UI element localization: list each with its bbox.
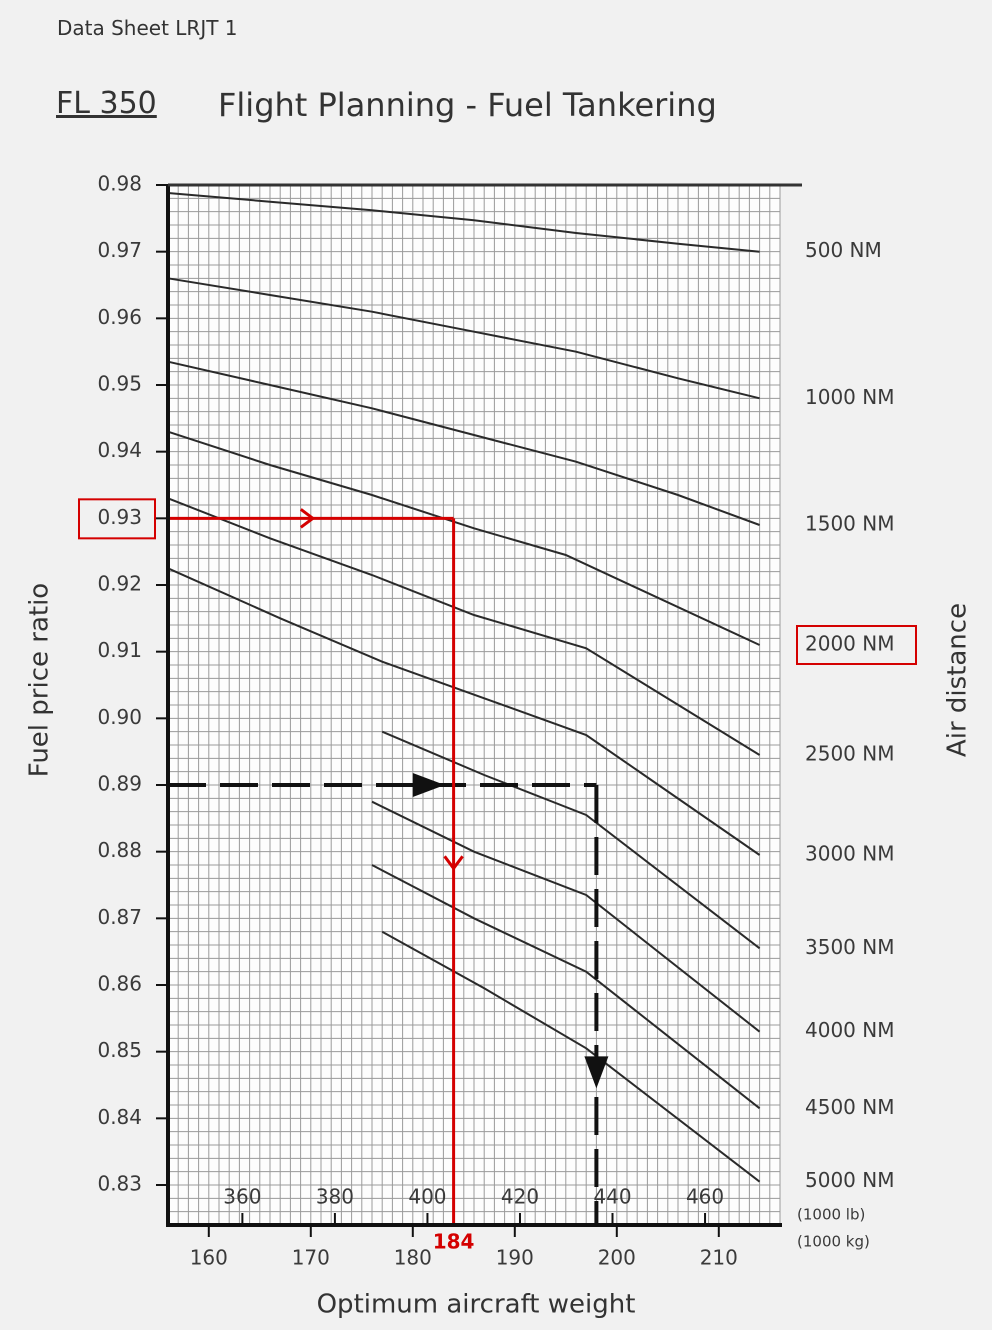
x-unit-lb: (1000 lb) [797, 1206, 865, 1224]
distance-label: 1500 NM [805, 512, 894, 536]
y-tick-label: 0.97 [97, 238, 142, 262]
sheet-label: Data Sheet LRJT 1 [57, 16, 238, 40]
y-tick-label: 0.95 [97, 372, 142, 396]
y-tick-label: 0.89 [97, 772, 142, 796]
x-tick-label-kg: 200 [598, 1246, 636, 1270]
example-right-arrow-icon [412, 773, 445, 797]
x-tick-label-lb: 440 [593, 1185, 631, 1209]
series-line-1500-nm [167, 360, 760, 526]
x-tick-label-kg: 210 [700, 1246, 738, 1270]
solution-down-chevron-icon [443, 855, 464, 871]
example-layer [168, 773, 609, 1225]
x-axis-title: Optimum aircraft weight [317, 1290, 636, 1320]
x-unit-kg: (1000 kg) [797, 1233, 870, 1251]
solution-right-chevron-icon [299, 508, 316, 529]
y-tick-label: 0.93 [97, 505, 142, 529]
series-line-3000-nm [167, 567, 761, 856]
chart-title: Flight Planning - Fuel Tankering [218, 86, 717, 124]
series-line-2500-nm [167, 497, 761, 756]
y-tick-label: 0.87 [97, 905, 142, 929]
y-tick-label: 0.83 [97, 1172, 142, 1196]
series-layer [167, 192, 761, 1183]
labels: 0.98 0.97 0.96 0.95 0.94 0.93 0.92 0.91 0.90 0.89… [25, 172, 973, 1320]
x-tick-label-lb: 400 [408, 1185, 446, 1209]
series-line-4500-nm [371, 864, 761, 1110]
y-tick-label: 0.85 [97, 1038, 142, 1062]
x-tick-label-lb: 360 [223, 1185, 261, 1209]
x-tick-label-kg: 190 [496, 1246, 534, 1270]
grid [167, 184, 781, 1226]
y-tick-label: 0.86 [97, 972, 142, 996]
x-tick-label-kg: 170 [292, 1246, 330, 1270]
distance-label: 4500 NM [805, 1095, 894, 1119]
highlight-box-ratio [78, 498, 156, 540]
distance-label: 3000 NM [805, 842, 894, 866]
series-line-3500-nm [381, 730, 761, 950]
axes [156, 183, 802, 1237]
y-tick-label: 0.98 [97, 172, 142, 196]
flight-level-label: FL 350 [56, 86, 157, 121]
distance-label: 500 NM [805, 238, 882, 262]
series-line-2000-nm [167, 430, 761, 646]
solution-layer [168, 508, 464, 1225]
series-line-4000-nm [371, 800, 761, 1033]
distance-label: 4000 NM [805, 1018, 894, 1042]
distance-label: 1000 NM [805, 385, 894, 409]
result-weight-label: 184 [433, 1230, 475, 1254]
x-tick-label-kg: 180 [394, 1246, 432, 1270]
series-line-500-nm [167, 192, 760, 253]
y-tick-label: 0.91 [97, 638, 142, 662]
y-tick-label: 0.96 [97, 305, 142, 329]
y-tick-label: 0.84 [97, 1105, 142, 1129]
y-tick-label: 0.90 [97, 705, 142, 729]
x-tick-label-lb: 420 [501, 1185, 539, 1209]
distance-label: 5000 NM [805, 1168, 894, 1192]
distance-label: 3500 NM [805, 935, 894, 959]
y-tick-label: 0.88 [97, 838, 142, 862]
distance-label: 2500 NM [805, 742, 894, 766]
highlight-box-distance [796, 625, 917, 665]
example-down-arrow-icon [584, 1056, 609, 1089]
y-tick-label: 0.92 [97, 572, 142, 596]
x-tick-label-lb: 380 [316, 1185, 354, 1209]
series-line-1000-nm [167, 277, 760, 400]
x-tick-label-lb: 460 [686, 1185, 724, 1209]
y-tick-label: 0.94 [97, 438, 142, 462]
y2-axis-title: Air distance [943, 603, 973, 757]
y-axis-title: Fuel price ratio [25, 583, 55, 777]
series-line-5000-nm [381, 930, 761, 1183]
distance-label: 2000 NM [805, 632, 894, 656]
x-tick-label-kg: 160 [190, 1246, 228, 1270]
